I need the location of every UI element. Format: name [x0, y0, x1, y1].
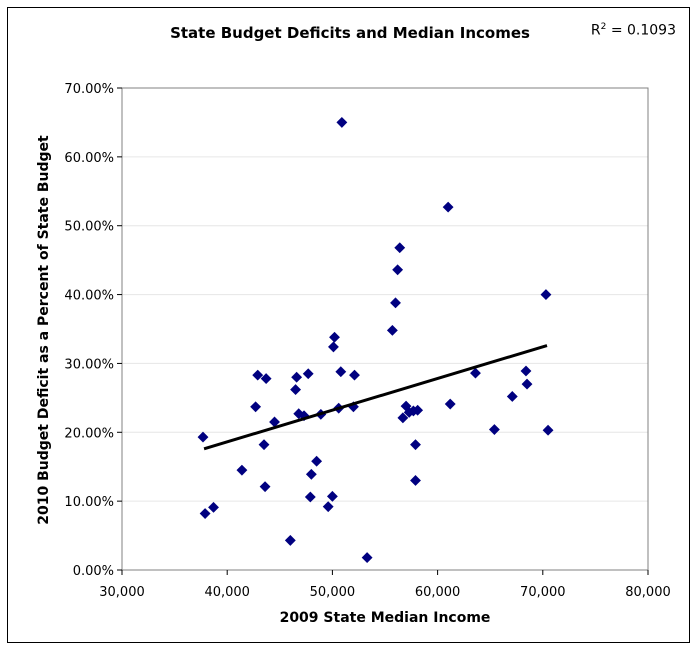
data-point: [305, 468, 317, 480]
data-point: [488, 424, 500, 435]
data-point: [290, 384, 302, 396]
chart-title: State Budget Deficits and Median Incomes: [170, 24, 530, 42]
y-tick-label: 20.00%: [64, 426, 114, 441]
x-axis-label: 2009 State Median Income: [279, 610, 491, 626]
y-tick-label: 0.00%: [73, 564, 114, 579]
y-tick-label: 70.00%: [64, 82, 114, 97]
data-point: [470, 367, 481, 379]
chart-frame: [7, 7, 690, 643]
x-tick-label: 80,000: [625, 585, 671, 600]
data-point: [326, 490, 338, 502]
data-point: [329, 331, 340, 343]
data-point: [390, 297, 401, 309]
data-point: [304, 491, 316, 503]
data-point: [412, 404, 424, 416]
plot-area: [121, 87, 649, 571]
data-point: [236, 464, 248, 476]
data-point: [540, 289, 552, 300]
data-point: [410, 439, 421, 451]
y-tick-label: 40.00%: [64, 289, 114, 304]
data-point: [444, 398, 456, 410]
data-point: [197, 431, 209, 443]
trendline: [203, 344, 548, 451]
x-tick-label: 50,000: [310, 585, 356, 600]
data-point: [335, 366, 347, 378]
data-point: [258, 439, 270, 451]
x-tick-label: 60,000: [415, 585, 461, 600]
data-point: [521, 378, 533, 390]
data-point: [506, 391, 518, 402]
y-tick-label: 10.00%: [64, 495, 114, 510]
data-point: [291, 371, 303, 383]
data-point: [520, 365, 532, 377]
data-point: [311, 455, 323, 467]
y-tick-label: 30.00%: [64, 357, 114, 372]
x-tick-label: 40,000: [204, 585, 250, 600]
x-tick-label: 30,000: [99, 585, 145, 600]
data-point: [410, 475, 421, 486]
y-tick-label: 60.00%: [64, 151, 114, 166]
data-point: [336, 117, 348, 128]
r-squared-exponent: 2: [600, 22, 607, 32]
data-point: [392, 264, 404, 276]
data-point: [250, 401, 262, 413]
data-point: [542, 424, 554, 436]
data-point: [252, 369, 264, 381]
x-tick-label: 70,000: [520, 585, 566, 600]
data-point: [397, 412, 409, 424]
data-point: [208, 501, 219, 513]
data-point: [349, 369, 360, 381]
data-point: [259, 481, 271, 493]
data-point: [260, 373, 272, 385]
data-point: [284, 534, 296, 546]
y-tick-label: 50.00%: [64, 220, 114, 235]
data-point: [199, 508, 211, 519]
data-point: [394, 242, 406, 254]
data-point: [386, 324, 398, 336]
data-point: [442, 201, 454, 213]
r-squared-value: = 0.1093: [606, 22, 676, 39]
r-squared-symbol: R: [590, 22, 601, 39]
data-point: [328, 341, 339, 353]
data-point: [361, 552, 373, 564]
data-point: [322, 501, 334, 513]
r-squared-annotation: R2 = 0.1093: [591, 22, 676, 39]
data-point: [302, 368, 314, 380]
